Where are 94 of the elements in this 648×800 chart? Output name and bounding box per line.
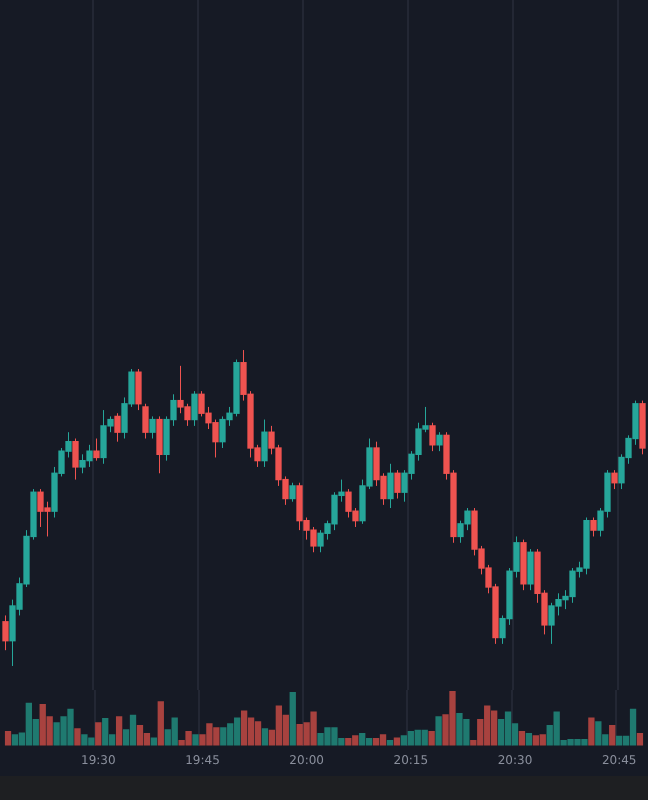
bar — [463, 719, 470, 746]
candlestick — [429, 422, 436, 452]
bar — [317, 733, 324, 746]
bar — [497, 719, 505, 746]
bar — [220, 727, 227, 746]
bar — [428, 730, 435, 746]
bar — [206, 723, 213, 746]
bar — [609, 724, 616, 746]
bar — [504, 711, 512, 746]
bar — [324, 727, 331, 746]
bar — [143, 733, 151, 746]
bar — [296, 723, 303, 746]
bar — [414, 729, 421, 746]
candlestick — [93, 438, 100, 462]
bar — [282, 714, 289, 746]
bar — [171, 717, 178, 746]
bar — [581, 739, 588, 746]
candlestick — [37, 488, 44, 528]
bar — [629, 708, 637, 746]
bar — [240, 710, 248, 746]
bar — [234, 717, 241, 746]
bar — [484, 705, 491, 746]
candlestick — [261, 419, 268, 468]
candlestick — [289, 482, 296, 503]
candlestick — [520, 539, 527, 591]
bar — [39, 703, 46, 746]
bar — [150, 737, 158, 746]
bar — [574, 739, 581, 746]
candlestick — [156, 415, 163, 474]
bar — [115, 716, 123, 746]
bar — [553, 711, 560, 746]
candlestick — [590, 517, 597, 537]
bar — [129, 714, 137, 746]
bar — [213, 727, 220, 746]
bar — [359, 733, 366, 746]
bar — [393, 737, 401, 746]
bar — [25, 702, 32, 746]
bar — [136, 724, 144, 746]
bar — [331, 727, 338, 746]
bar — [261, 728, 269, 746]
bar — [247, 717, 255, 746]
bar — [95, 722, 102, 746]
bar — [352, 735, 359, 746]
bar — [567, 739, 574, 746]
bar — [227, 723, 234, 746]
bar — [421, 729, 428, 746]
bar — [407, 730, 414, 746]
candlestick — [149, 415, 156, 440]
candlestick — [191, 390, 198, 427]
candlestick — [100, 409, 107, 465]
bar — [192, 734, 199, 746]
bar — [185, 730, 192, 746]
bar — [74, 728, 81, 746]
bar — [435, 716, 442, 746]
bar — [491, 710, 498, 746]
bar — [102, 717, 109, 746]
bar — [400, 735, 408, 746]
bar — [539, 734, 546, 746]
bar — [254, 721, 262, 746]
bar — [456, 713, 463, 746]
candlestick — [86, 444, 93, 468]
bar — [636, 733, 644, 746]
candlestick — [527, 548, 534, 591]
candlestick — [639, 400, 646, 455]
candlestick — [569, 567, 576, 604]
bar — [289, 692, 296, 746]
bar — [310, 711, 317, 746]
bar — [595, 721, 602, 746]
bar — [60, 716, 67, 746]
bar — [67, 708, 74, 746]
bar — [275, 705, 283, 746]
candlestick — [394, 469, 401, 500]
candlestick — [79, 453, 86, 474]
bar — [379, 734, 387, 746]
candlestick — [310, 526, 317, 553]
bar — [157, 701, 164, 746]
candlestick — [436, 431, 443, 452]
bar — [449, 690, 456, 746]
candlestick — [387, 463, 394, 509]
bar — [518, 730, 526, 746]
candlestick — [611, 469, 618, 490]
bar — [11, 734, 19, 746]
bar — [532, 735, 539, 746]
bar — [81, 734, 88, 746]
candlestick — [317, 529, 324, 553]
candlestick — [114, 412, 121, 443]
bar — [588, 717, 595, 746]
bar — [88, 737, 95, 746]
bar — [53, 722, 60, 746]
candlestick — [72, 438, 79, 481]
candlestick — [2, 614, 9, 651]
candlestick — [219, 415, 226, 449]
bar — [4, 730, 12, 746]
bar — [525, 733, 533, 746]
